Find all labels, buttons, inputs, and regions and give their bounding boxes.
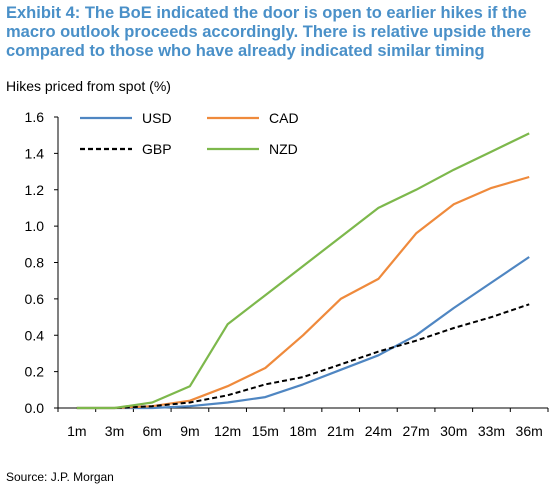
y-tick-label: 1.0: [25, 218, 45, 234]
x-tick-label: 1m: [67, 423, 86, 439]
x-tick-label: 24m: [365, 423, 392, 439]
legend: USD CAD GBP NZD: [80, 110, 299, 157]
series-line-nzd: [76, 132, 530, 410]
legend-label-nzd: NZD: [269, 141, 298, 157]
y-axis-label: Hikes priced from spot (%): [6, 78, 171, 94]
x-tick-label: 12m: [214, 423, 241, 439]
x-tick-label: 15m: [252, 423, 279, 439]
y-tick-labels: 0.0 0.2 0.4 0.6 0.8 1.0 1.2 1.4 1.6: [25, 109, 58, 416]
x-tick-label: 3m: [105, 423, 124, 439]
y-tick-label: 1.6: [25, 109, 45, 125]
y-tick-label: 0.0: [25, 400, 45, 416]
x-tick-label: 30m: [440, 423, 467, 439]
y-tick-label: 1.2: [25, 182, 45, 198]
y-tick-label: 0.8: [25, 255, 45, 271]
x-tick-label: 6m: [143, 423, 162, 439]
x-tick-label: 18m: [289, 423, 316, 439]
y-tick-label: 0.2: [25, 364, 45, 380]
legend-label-gbp: GBP: [142, 141, 172, 157]
x-tick-label: 27m: [402, 423, 429, 439]
series-line-cad: [76, 175, 530, 410]
legend-label-usd: USD: [142, 110, 172, 126]
series-lines: [76, 132, 530, 410]
y-tick-label: 1.4: [25, 145, 45, 161]
series-line-gbp: [76, 303, 530, 409]
x-tick-label: 21m: [327, 423, 354, 439]
source-note: Source: J.P. Morgan: [6, 470, 114, 484]
legend-label-cad: CAD: [269, 110, 299, 126]
x-tick-label: 33m: [478, 423, 505, 439]
series-line-usd: [76, 256, 530, 410]
y-tick-label: 0.6: [25, 291, 45, 307]
x-tick-labels: 1m 3m 6m 9m 12m 15m 18m 21m 24m 27m 30m 33m 36m: [57, 408, 549, 439]
y-tick-label: 0.4: [25, 327, 45, 343]
chart-title: Exhibit 4: The BoE indicated the door is…: [6, 4, 532, 60]
x-tick-label: 36m: [516, 423, 543, 439]
x-tick-label: 9m: [180, 423, 199, 439]
